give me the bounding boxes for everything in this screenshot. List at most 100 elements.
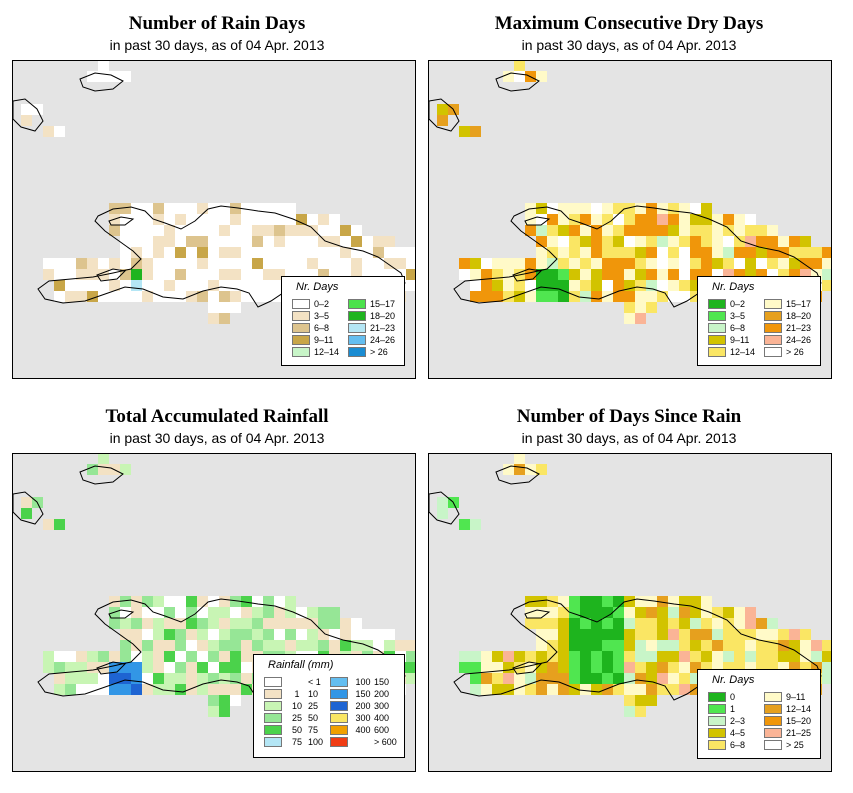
grid-cell xyxy=(241,280,252,291)
grid-cell xyxy=(602,291,613,302)
coastline xyxy=(495,72,540,92)
legend-item: 6–8 xyxy=(708,740,745,750)
grid-cell xyxy=(252,247,263,258)
grid-cell xyxy=(580,673,591,684)
grid-cell xyxy=(690,684,701,695)
grid-cell xyxy=(679,247,690,258)
legend-swatch xyxy=(764,311,782,321)
legend-swatch xyxy=(330,701,348,711)
legend-swatch xyxy=(264,701,282,711)
grid-cell xyxy=(351,269,362,280)
grid-cell xyxy=(131,629,142,640)
grid-cell xyxy=(230,695,241,706)
grid-cell xyxy=(547,291,558,302)
grid-cell xyxy=(406,280,415,291)
grid-cell xyxy=(602,651,613,662)
grid-cell xyxy=(241,247,252,258)
legend-item: > 25 xyxy=(764,740,804,750)
grid-cell xyxy=(197,203,208,214)
coastline xyxy=(108,216,135,226)
grid-cell xyxy=(580,236,591,247)
grid-cell xyxy=(175,203,186,214)
grid-cell xyxy=(635,302,646,313)
grid-cell xyxy=(131,607,142,618)
grid-cell xyxy=(54,269,65,280)
grid-cell xyxy=(811,651,822,662)
grid-cell xyxy=(285,247,296,258)
grid-cell xyxy=(569,214,580,225)
legend-swatch xyxy=(764,740,782,750)
grid-cell xyxy=(241,640,252,651)
legend-swatch xyxy=(708,740,726,750)
grid-cell xyxy=(186,607,197,618)
grid-cell xyxy=(43,258,54,269)
grid-cell xyxy=(635,618,646,629)
legend-item: 24–26 xyxy=(764,335,811,345)
coastline xyxy=(495,465,540,485)
grid-cell xyxy=(274,640,285,651)
grid-cell xyxy=(186,291,197,302)
grid-cell xyxy=(635,673,646,684)
legend-item: 10 25 xyxy=(264,701,318,711)
grid-cell xyxy=(701,236,712,247)
legend-item: 1 xyxy=(708,704,735,714)
grid-cell xyxy=(822,651,831,662)
grid-cell xyxy=(789,269,800,280)
coastline xyxy=(524,216,551,226)
grid-cell xyxy=(197,662,208,673)
grid-cell xyxy=(580,214,591,225)
grid-cell xyxy=(492,684,503,695)
grid-cell xyxy=(384,640,395,651)
legend-label: 2–3 xyxy=(730,716,746,726)
grid-cell xyxy=(646,269,657,280)
grid-cell xyxy=(811,662,822,673)
grid-cell xyxy=(800,662,811,673)
grid-cell xyxy=(21,115,32,126)
grid-cell xyxy=(329,269,340,280)
grid-cell xyxy=(723,640,734,651)
grid-cell xyxy=(503,258,514,269)
grid-cell xyxy=(591,618,602,629)
grid-cell xyxy=(558,214,569,225)
grid-cell xyxy=(470,662,481,673)
legend-item: 0 xyxy=(708,692,735,702)
grid-cell xyxy=(241,596,252,607)
grid-cell xyxy=(109,291,120,302)
grid-cell xyxy=(395,247,406,258)
grid-cell xyxy=(701,203,712,214)
legend-item: > 26 xyxy=(764,347,804,357)
legend-label: 1 xyxy=(730,704,736,714)
legend-swatch xyxy=(764,728,782,738)
grid-cell xyxy=(76,684,87,695)
grid-cell xyxy=(208,247,219,258)
grid-cell xyxy=(296,258,307,269)
grid-cell xyxy=(252,280,263,291)
grid-cell xyxy=(459,269,470,280)
grid-cell xyxy=(98,651,109,662)
grid-cell xyxy=(318,225,329,236)
grid-cell xyxy=(492,258,503,269)
grid-cell xyxy=(219,673,230,684)
grid-cell xyxy=(591,269,602,280)
grid-cell xyxy=(186,629,197,640)
grid-cell xyxy=(602,269,613,280)
grid-cell xyxy=(624,640,635,651)
grid-cell xyxy=(712,651,723,662)
grid-cell xyxy=(285,629,296,640)
grid-cell xyxy=(690,269,701,280)
grid-cell xyxy=(558,225,569,236)
grid-cell xyxy=(142,280,153,291)
grid-cell xyxy=(76,258,87,269)
grid-cell xyxy=(591,225,602,236)
grid-cell xyxy=(459,126,470,137)
grid-cell xyxy=(164,269,175,280)
grid-cell xyxy=(690,607,701,618)
legend-label-low: 300 xyxy=(355,713,371,723)
legend-label-high: > 600 xyxy=(374,737,397,747)
grid-cell xyxy=(164,673,175,684)
grid-cell xyxy=(800,247,811,258)
legend-item: 21–25 xyxy=(764,728,811,738)
grid-cell xyxy=(701,640,712,651)
grid-cell xyxy=(525,258,536,269)
panel-title: Number of Days Since Rain xyxy=(516,406,742,427)
